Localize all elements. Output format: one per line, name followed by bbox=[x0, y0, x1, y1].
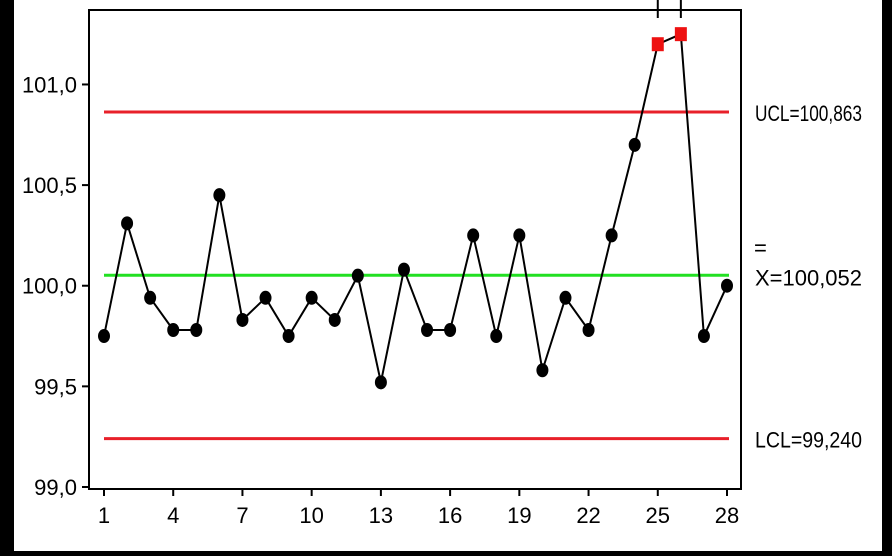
data-point bbox=[305, 290, 318, 305]
data-point bbox=[98, 329, 110, 344]
x-tick-label: 1 bbox=[98, 503, 110, 528]
data-point bbox=[467, 228, 480, 243]
x-tick-label: 25 bbox=[646, 503, 670, 528]
control-limit-labels: UCL=100,863 X=100,052 = LCL=99,240 bbox=[754, 101, 862, 453]
x-tick-label: 13 bbox=[369, 503, 393, 528]
limit-label-lcl: LCL=99,240 bbox=[755, 428, 862, 453]
data-point bbox=[444, 323, 457, 338]
data-point bbox=[236, 312, 249, 327]
x-tick-label: 4 bbox=[167, 503, 179, 528]
data-point bbox=[421, 323, 434, 338]
data-point bbox=[721, 278, 733, 293]
x-tick-label: 7 bbox=[236, 503, 248, 528]
x-tick-label: 22 bbox=[576, 503, 600, 528]
x-tick-label: 16 bbox=[438, 503, 462, 528]
data-point bbox=[259, 290, 272, 305]
data-point bbox=[536, 363, 549, 378]
data-point bbox=[374, 375, 387, 390]
y-tick-label: 99,0 bbox=[34, 475, 77, 500]
data-point bbox=[490, 329, 503, 344]
x-axis: 1 4 7 10 13 16 19 22 25 28 bbox=[98, 489, 739, 528]
series-line bbox=[103, 32, 728, 383]
y-tick-label: 100,0 bbox=[22, 274, 77, 299]
data-point bbox=[144, 290, 157, 305]
data-point bbox=[397, 262, 410, 277]
x-tick-label: 19 bbox=[507, 503, 531, 528]
measurement-series bbox=[98, 0, 733, 390]
y-tick-label: 99,5 bbox=[34, 374, 77, 399]
y-tick-label: 100,5 bbox=[22, 173, 77, 198]
data-point bbox=[582, 323, 595, 338]
data-point bbox=[190, 323, 203, 338]
x-tick-label: 28 bbox=[715, 503, 739, 528]
control-limit-lines bbox=[104, 110, 729, 441]
y-tick-label: 101,0 bbox=[22, 72, 77, 97]
data-point bbox=[282, 329, 295, 344]
data-point bbox=[351, 268, 364, 283]
out-of-control-point bbox=[651, 37, 664, 52]
data-point bbox=[559, 290, 572, 305]
data-point bbox=[513, 228, 526, 243]
y-axis: 99,0 99,5 100,0 100,5 101,0 bbox=[22, 72, 89, 500]
data-point bbox=[605, 228, 618, 243]
data-point bbox=[167, 323, 180, 338]
limit-label-center: X=100,052 bbox=[755, 265, 862, 290]
data-point bbox=[213, 188, 226, 203]
data-point bbox=[697, 329, 710, 344]
data-point bbox=[121, 216, 134, 231]
x-tick-label: 10 bbox=[299, 503, 323, 528]
center-line-double-bar: = bbox=[754, 235, 767, 260]
out-of-control-point bbox=[674, 27, 687, 42]
data-point bbox=[328, 312, 341, 327]
data-point bbox=[628, 137, 641, 152]
limit-label-ucl: UCL=100,863 bbox=[755, 101, 862, 126]
plot-frame bbox=[88, 9, 742, 490]
